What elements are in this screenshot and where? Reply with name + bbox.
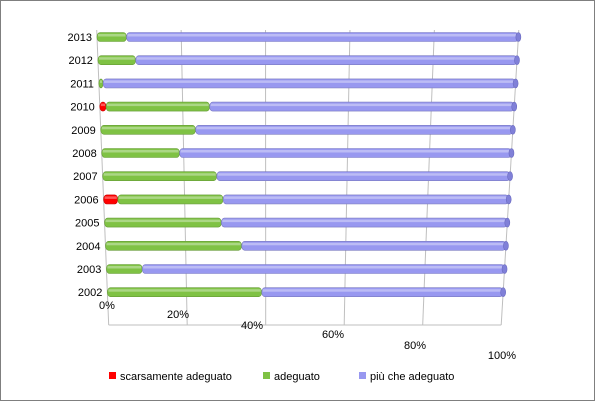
bar-end-cap xyxy=(510,125,516,135)
bar-highlight xyxy=(143,266,504,269)
bar-2010-scarsamente-adeguato xyxy=(99,101,107,112)
bar-highlight xyxy=(107,266,142,269)
bars xyxy=(96,32,522,298)
bar-end-cap xyxy=(500,287,506,298)
bar-end-cap xyxy=(505,194,512,205)
bar-highlight xyxy=(262,289,503,292)
bar-highlight xyxy=(180,150,511,153)
bar-2007-più-che-adeguato xyxy=(216,171,511,181)
bar-end-cap xyxy=(507,171,513,181)
bar-highlight xyxy=(108,289,261,292)
y-tick-label: 2005 xyxy=(75,218,99,230)
bar-highlight xyxy=(105,219,221,223)
bar-2010-adeguato xyxy=(105,101,210,112)
bar-2004-più-che-adeguato xyxy=(241,241,507,251)
bar-highlight xyxy=(118,196,223,199)
legend-label-adeguato: adeguato xyxy=(274,371,320,383)
y-tick-label: 2011 xyxy=(70,78,94,90)
y-tick-label: 2013 xyxy=(68,32,92,44)
y-tick-label: 2012 xyxy=(68,55,92,67)
bar-highlight xyxy=(222,219,507,223)
y-tick-label: 2002 xyxy=(78,287,102,299)
x-axis-labels: 0% 20% 40% 60% 80% 100% xyxy=(99,300,516,362)
legend-swatch-adeguato xyxy=(263,372,270,379)
bar-highlight xyxy=(98,34,126,37)
bar-highlight xyxy=(101,126,195,130)
bar-end-cap xyxy=(503,241,509,251)
bar-2008-adeguato xyxy=(101,148,180,158)
x-tick-label: 100% xyxy=(488,350,516,362)
y-tick-label: 2006 xyxy=(74,194,98,206)
bar-highlight xyxy=(99,80,103,83)
bar-highlight xyxy=(136,57,516,60)
bar-2002-adeguato xyxy=(107,287,263,298)
x-tick-label: 80% xyxy=(404,340,426,352)
bar-2006-adeguato xyxy=(117,194,224,205)
bar-2012-adeguato xyxy=(97,55,136,66)
x-tick-label: 60% xyxy=(322,329,344,341)
bar-highlight xyxy=(98,57,135,60)
bar-2013-più-che-adeguato xyxy=(126,32,519,42)
x-tick-label: 40% xyxy=(241,320,263,332)
x-tick-label: 0% xyxy=(99,300,115,312)
y-tick-label: 2008 xyxy=(72,148,96,160)
bar-2012-più-che-adeguato xyxy=(135,55,518,66)
bar-2013-adeguato xyxy=(96,32,127,42)
bar-2003-adeguato xyxy=(106,264,143,274)
bar-2011-più-che-adeguato xyxy=(102,78,516,89)
bar-2010-più-che-adeguato xyxy=(209,101,515,112)
bar-2009-più-che-adeguato xyxy=(195,125,514,135)
y-tick-label: 2007 xyxy=(73,171,97,183)
bar-highlight xyxy=(217,173,510,176)
bar-highlight xyxy=(106,242,241,246)
bar-2007-adeguato xyxy=(102,171,218,181)
bar-end-cap xyxy=(515,32,522,42)
legend-label-scarsamente-adeguato: scarsamente adeguato xyxy=(120,371,232,383)
bar-highlight xyxy=(107,103,209,107)
bar-highlight xyxy=(104,80,515,83)
bar-2004-adeguato xyxy=(105,241,242,251)
legend: scarsamente adeguato adeguato più che ad… xyxy=(109,371,454,383)
bar-end-cap xyxy=(514,55,520,66)
bar-2005-più-che-adeguato xyxy=(221,217,508,228)
bar-end-cap xyxy=(511,101,518,112)
legend-swatch-piu-che-adeguato xyxy=(359,372,366,379)
x-tick-label: 20% xyxy=(167,309,189,321)
bar-end-cap xyxy=(512,78,519,89)
bar-2003-più-che-adeguato xyxy=(141,264,505,274)
bar-highlight xyxy=(127,34,518,37)
bar-highlight xyxy=(196,126,512,130)
bar-highlight xyxy=(102,150,179,153)
y-tick-label: 2003 xyxy=(77,264,101,276)
bar-2009-adeguato xyxy=(100,125,196,135)
bar-end-cap xyxy=(504,217,511,228)
legend-label-piu-che-adeguato: più che adeguato xyxy=(370,371,454,383)
bar-highlight xyxy=(242,242,505,246)
bar-2011-adeguato xyxy=(98,78,104,89)
bar-2006-più-che-adeguato xyxy=(222,194,509,205)
bar-2008-più-che-adeguato xyxy=(179,148,512,158)
bar-end-cap xyxy=(501,264,508,274)
bar-highlight xyxy=(210,103,514,107)
bar-highlight xyxy=(104,196,117,199)
y-tick-label: 2010 xyxy=(70,102,94,114)
bar-highlight xyxy=(100,103,106,107)
legend-swatch-scarsamente-adeguato xyxy=(109,372,116,379)
y-axis-labels: 2002 2003 2004 2005 2006 2007 2008 2009 2010 2011… xyxy=(68,32,103,299)
bar-2002-più-che-adeguato xyxy=(261,287,504,298)
bar-highlight xyxy=(103,173,216,176)
y-tick-label: 2009 xyxy=(71,125,95,137)
bar-2005-adeguato xyxy=(104,217,222,228)
bar-2006-scarsamente-adeguato xyxy=(103,194,119,205)
bar-highlight xyxy=(224,196,508,199)
y-tick-label: 2004 xyxy=(76,241,100,253)
bar-end-cap xyxy=(508,148,515,158)
